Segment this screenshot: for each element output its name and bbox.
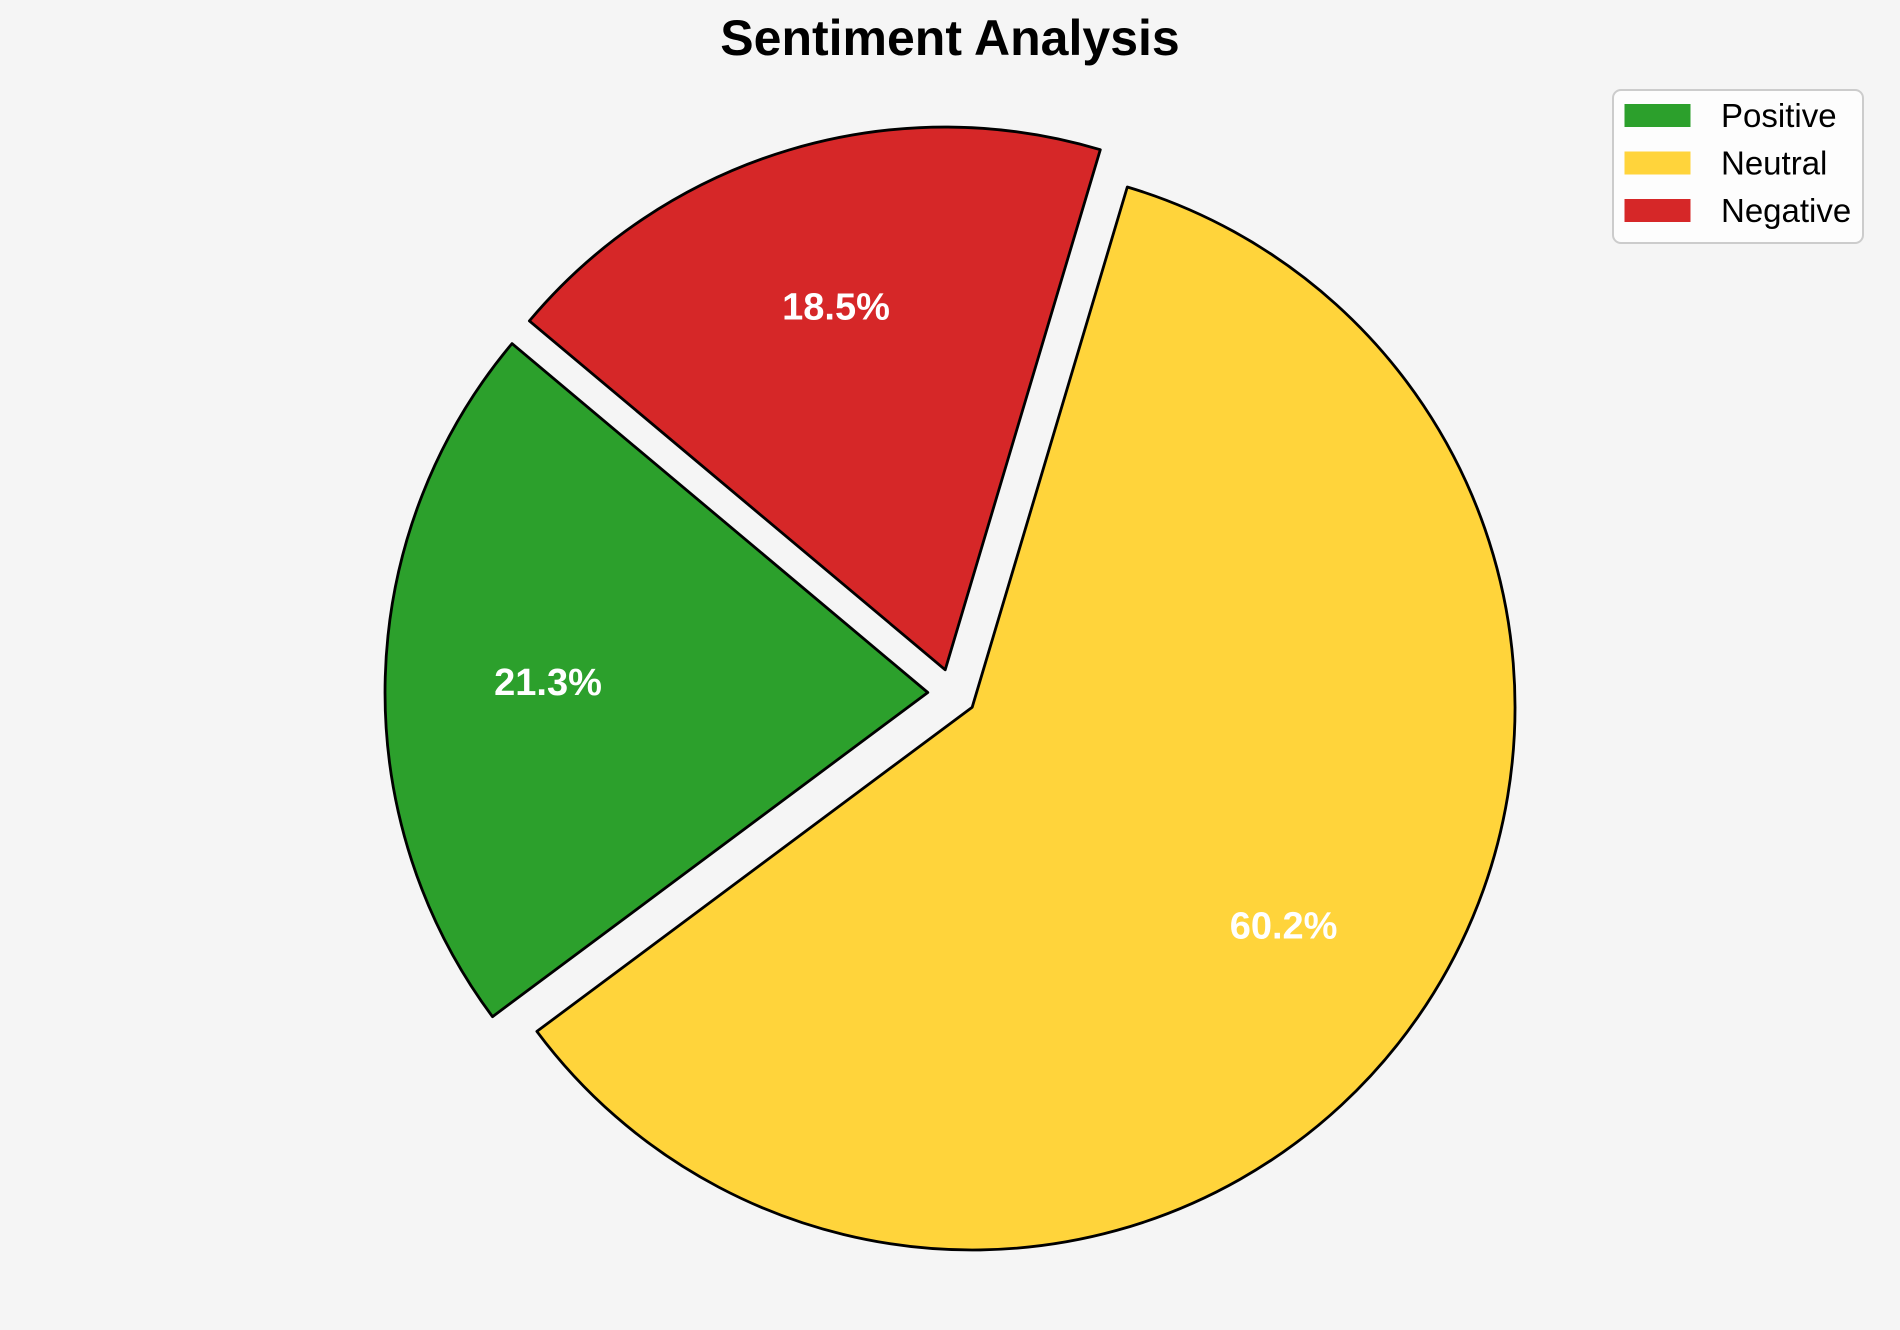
svg-text:Negative: Negative [1721, 192, 1851, 229]
svg-text:18.5%: 18.5% [782, 286, 890, 328]
svg-text:Neutral: Neutral [1721, 145, 1827, 182]
svg-text:Positive: Positive [1721, 97, 1837, 134]
svg-text:21.3%: 21.3% [494, 662, 602, 704]
svg-text:Sentiment Analysis: Sentiment Analysis [720, 10, 1179, 66]
svg-text:60.2%: 60.2% [1230, 905, 1338, 947]
